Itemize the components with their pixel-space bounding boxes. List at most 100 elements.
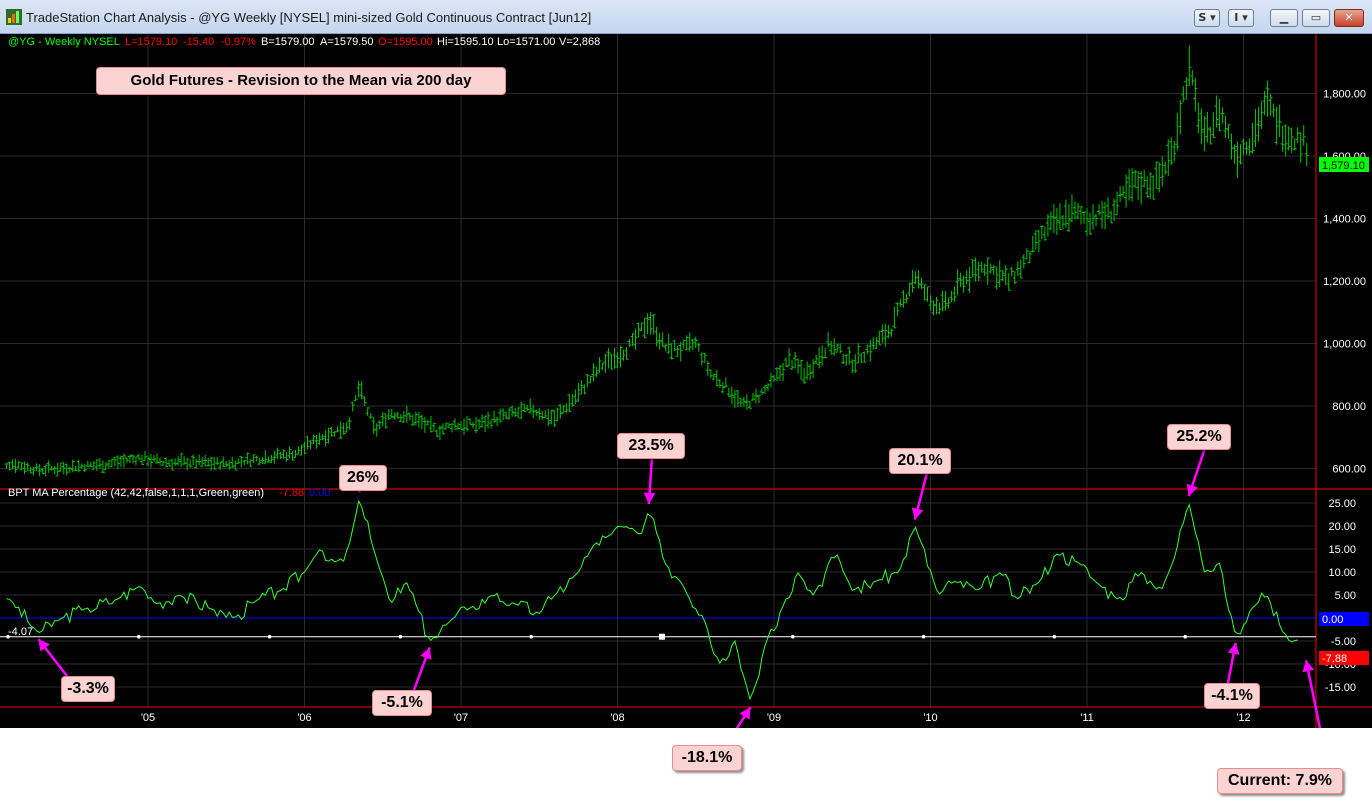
high-label: Hi=1595.10 xyxy=(437,36,494,48)
price-bar xyxy=(750,393,755,401)
price-bar xyxy=(976,261,981,281)
price-bar xyxy=(591,363,596,382)
price-bar xyxy=(245,452,250,465)
price-bar xyxy=(275,447,280,460)
price-bar xyxy=(997,260,1002,288)
price-bar xyxy=(465,415,470,432)
price-bar xyxy=(284,451,289,462)
price-bar xyxy=(790,359,795,371)
price-bar xyxy=(416,411,421,428)
price-bar xyxy=(260,457,265,465)
time-tick-label: '09 xyxy=(767,712,781,724)
maximize-button[interactable]: ▭ xyxy=(1302,9,1330,27)
price-bar xyxy=(1112,198,1117,222)
price-bar xyxy=(621,349,626,361)
minimize-button[interactable]: ▁ xyxy=(1270,9,1298,27)
price-bar xyxy=(1091,204,1096,230)
price-bar xyxy=(1133,169,1138,188)
change-pct-label: -0.97% xyxy=(221,36,256,48)
price-bar xyxy=(714,370,719,387)
price-bar xyxy=(311,434,316,445)
price-bar xyxy=(832,338,837,356)
price-bar xyxy=(1072,201,1077,220)
price-bar xyxy=(600,362,605,370)
price-bar xyxy=(1229,133,1234,160)
price-bar xyxy=(552,409,557,428)
price-bar xyxy=(1292,138,1297,151)
price-bar xyxy=(1205,111,1210,143)
threshold-markers xyxy=(6,633,1187,640)
price-bar xyxy=(428,415,433,433)
title-banner: Gold Futures - Revision to the Mean via … xyxy=(96,67,506,95)
annotation-label-minus-4-1: -4.1% xyxy=(1204,683,1260,709)
price-bar xyxy=(1103,201,1108,230)
price-bar xyxy=(218,461,223,471)
price-bar xyxy=(895,302,900,317)
price-bar xyxy=(22,461,27,475)
styles-menu-button[interactable]: S ▾ xyxy=(1194,9,1220,27)
price-bar xyxy=(459,421,463,431)
price-bar xyxy=(1166,139,1171,176)
price-bar xyxy=(579,380,584,395)
price-bar xyxy=(269,454,274,464)
price-bar xyxy=(167,459,172,467)
price-bar xyxy=(489,418,494,429)
annotation-arrow xyxy=(37,638,68,677)
price-bar xyxy=(594,367,599,378)
price-bar xyxy=(449,423,454,433)
price-bar xyxy=(248,458,253,467)
threshold-marker xyxy=(267,634,272,639)
price-bar xyxy=(808,364,813,380)
price-bar xyxy=(88,461,93,468)
price-tick-label: 1,000.00 xyxy=(1323,339,1366,351)
price-bar xyxy=(1081,211,1086,224)
threshold-marker xyxy=(1183,634,1187,639)
price-bar xyxy=(1142,170,1147,188)
price-bar xyxy=(31,467,36,476)
price-bar xyxy=(25,462,30,471)
price-bar xyxy=(1223,116,1228,139)
price-bar xyxy=(747,401,752,409)
price-bar xyxy=(627,338,632,347)
price-bar xyxy=(1124,174,1129,208)
price-bar xyxy=(1021,254,1026,269)
price-bar xyxy=(624,346,629,360)
price-bar xyxy=(133,456,138,466)
indicators-menu-button[interactable]: I ▾ xyxy=(1228,9,1254,27)
price-bar xyxy=(931,300,936,316)
price-bar xyxy=(991,265,996,275)
price-bar xyxy=(43,464,48,477)
price-bars xyxy=(4,45,1309,477)
price-bar xyxy=(329,426,334,437)
price-bar xyxy=(528,398,533,414)
price-bar xyxy=(1241,138,1246,156)
price-bar xyxy=(386,409,391,421)
price-bar xyxy=(805,361,810,380)
price-current-label: 1,579.10 xyxy=(1322,160,1365,172)
indicator-tick-label: 10.00 xyxy=(1328,567,1356,579)
price-bar xyxy=(603,353,608,373)
price-bar xyxy=(1006,273,1011,291)
price-bar xyxy=(434,429,439,438)
price-bar xyxy=(612,347,617,369)
price-bar xyxy=(1181,86,1186,103)
chart-area[interactable]: 600.00800.001,000.001,200.001,400.001,60… xyxy=(0,34,1372,728)
price-bar xyxy=(1024,248,1029,260)
indicator-name-label: BPT MA Percentage (42,42,false,1,1,1,Gre… xyxy=(8,487,264,499)
price-bar xyxy=(835,343,840,353)
close-button[interactable]: ✕ xyxy=(1334,9,1364,27)
price-bar xyxy=(121,453,126,468)
price-bar xyxy=(440,423,445,435)
price-bar xyxy=(1012,271,1017,285)
price-bar xyxy=(1106,197,1111,219)
price-bar xyxy=(257,457,262,465)
price-bar xyxy=(281,449,286,459)
price-bar xyxy=(537,407,542,421)
price-bar xyxy=(1054,208,1059,235)
price-bar xyxy=(597,357,602,373)
price-bar xyxy=(362,396,367,406)
indicator-tick-label: -15.00 xyxy=(1325,682,1356,694)
price-bar xyxy=(326,427,331,444)
price-bar xyxy=(76,459,81,473)
threshold-marker xyxy=(137,634,141,639)
